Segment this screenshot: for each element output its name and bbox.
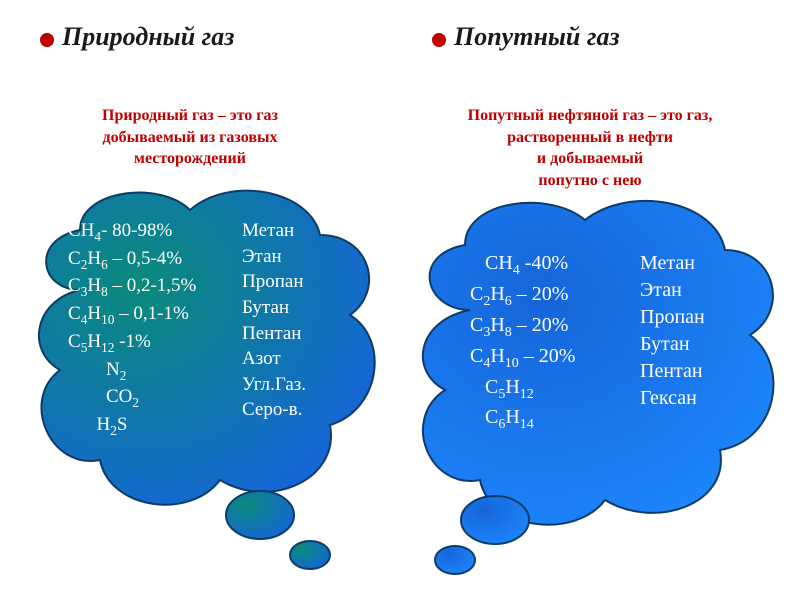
bullet-left xyxy=(40,33,54,47)
cloud-right-formulas: CH4 -40%C2H6 – 20%C3H8 – 20%C4H10 – 20% … xyxy=(470,250,575,435)
heading-right: Попутный газ xyxy=(454,22,620,52)
cloud-left: CH4- 80-98%C2H6 – 0,5-4%C3H8 – 0,2-1,5%C… xyxy=(20,180,390,580)
cloud-left-formulas: CH4- 80-98%C2H6 – 0,5-4%C3H8 – 0,2-1,5%C… xyxy=(68,218,196,440)
cloud-right: CH4 -40%C2H6 – 20%C3H8 – 20%C4H10 – 20% … xyxy=(400,190,790,590)
bullet-right xyxy=(432,33,446,47)
cloud-right-names: МетанЭтанПропанБутанПентанГексан xyxy=(640,250,705,412)
subtitle-right: Попутный нефтяной газ – это газ,растворе… xyxy=(400,105,780,191)
cloud-right-shape xyxy=(400,190,790,590)
subtitle-left: Природный газ – это газдобываемый из газ… xyxy=(40,105,340,170)
cloud-left-names: МетанЭтанПропанБутанПентанАзотУгл.Газ.Се… xyxy=(242,218,306,423)
heading-left: Природный газ xyxy=(62,22,234,52)
